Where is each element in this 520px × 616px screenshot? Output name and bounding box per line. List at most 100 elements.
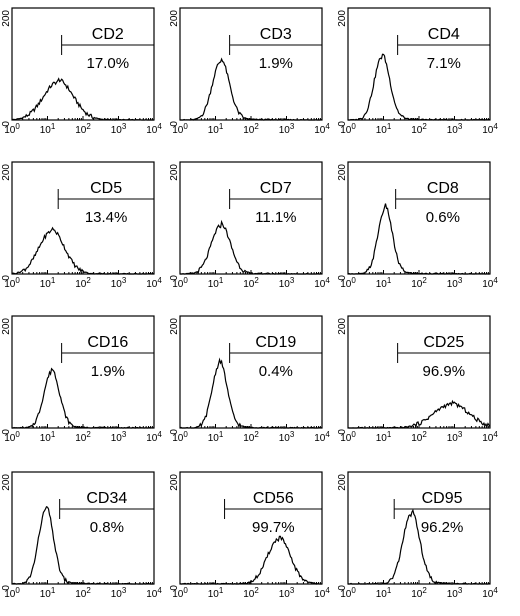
histogram-trace bbox=[12, 367, 155, 429]
x-tick-label: 101 bbox=[208, 586, 224, 600]
x-tick-label: 104 bbox=[482, 276, 498, 290]
y-tick-label: 200 bbox=[337, 164, 348, 181]
marker-label: CD8 bbox=[427, 180, 459, 197]
x-tick-label: 104 bbox=[146, 430, 162, 444]
percent-label: 17.0% bbox=[87, 55, 130, 72]
plot-frame bbox=[11, 315, 155, 429]
x-tick-label: 100 bbox=[172, 430, 188, 444]
x-tick-label: 103 bbox=[447, 122, 463, 136]
plot-frame bbox=[347, 161, 491, 275]
x-tick-label: 103 bbox=[447, 430, 463, 444]
x-tick-label: 102 bbox=[75, 276, 91, 290]
x-tick-label: 102 bbox=[243, 430, 259, 444]
x-tick-label: 104 bbox=[146, 586, 162, 600]
percent-label: 7.1% bbox=[427, 55, 461, 72]
x-tick-label: 101 bbox=[376, 276, 392, 290]
x-tick-label: 101 bbox=[40, 586, 56, 600]
marker-label: CD34 bbox=[86, 490, 127, 507]
x-tick-label: 100 bbox=[172, 586, 188, 600]
plot-frame bbox=[11, 7, 155, 121]
x-tick-label: 104 bbox=[482, 586, 498, 600]
x-tick-label: 103 bbox=[279, 430, 295, 444]
x-tick-label: 104 bbox=[482, 430, 498, 444]
y-tick-label: 0 bbox=[1, 121, 12, 127]
histogram-trace bbox=[347, 399, 491, 429]
x-tick-label: 104 bbox=[314, 430, 330, 444]
y-tick-label: 0 bbox=[1, 275, 12, 281]
marker-label: CD56 bbox=[253, 490, 294, 507]
x-tick-label: 101 bbox=[376, 122, 392, 136]
histogram-trace bbox=[11, 77, 154, 121]
x-tick-label: 102 bbox=[243, 276, 259, 290]
y-tick-label: 0 bbox=[337, 429, 348, 435]
y-tick-label: 200 bbox=[1, 164, 12, 181]
y-tick-label: 200 bbox=[1, 318, 12, 335]
plot-frame bbox=[347, 471, 491, 585]
plot-frame bbox=[179, 471, 323, 585]
y-tick-label: 200 bbox=[337, 474, 348, 491]
x-tick-label: 101 bbox=[40, 276, 56, 290]
y-tick-label: 200 bbox=[337, 10, 348, 27]
x-tick-label: 101 bbox=[208, 430, 224, 444]
marker-label: CD4 bbox=[428, 26, 460, 43]
y-tick-label: 0 bbox=[169, 585, 180, 591]
histogram-trace bbox=[180, 219, 323, 275]
x-tick-label: 102 bbox=[411, 276, 427, 290]
histogram-trace bbox=[11, 226, 155, 275]
marker-label: CD5 bbox=[90, 180, 122, 197]
percent-label: 0.4% bbox=[259, 363, 293, 380]
x-tick-label: 104 bbox=[146, 276, 162, 290]
percent-label: 96.9% bbox=[423, 363, 466, 380]
percent-label: 99.7% bbox=[252, 519, 295, 536]
y-tick-label: 0 bbox=[1, 429, 12, 435]
y-tick-label: 0 bbox=[337, 585, 348, 591]
marker-label: CD25 bbox=[423, 334, 464, 351]
x-tick-label: 102 bbox=[411, 586, 427, 600]
y-tick-label: 0 bbox=[169, 121, 180, 127]
y-tick-label: 0 bbox=[1, 585, 12, 591]
percent-label: 11.1% bbox=[255, 209, 296, 226]
y-tick-label: 200 bbox=[1, 474, 12, 491]
x-tick-label: 104 bbox=[314, 586, 330, 600]
marker-label: CD2 bbox=[92, 26, 124, 43]
x-tick-label: 102 bbox=[411, 122, 427, 136]
histogram-trace bbox=[348, 508, 491, 585]
y-tick-label: 0 bbox=[337, 275, 348, 281]
y-tick-label: 200 bbox=[1, 10, 12, 27]
x-tick-label: 100 bbox=[4, 122, 20, 136]
plot-frame bbox=[179, 315, 323, 429]
x-tick-label: 103 bbox=[111, 122, 127, 136]
percent-label: 0.6% bbox=[426, 209, 460, 226]
percent-label: 13.4% bbox=[85, 209, 128, 226]
histogram-trace bbox=[180, 57, 323, 121]
marker-label: CD19 bbox=[255, 334, 296, 351]
plot-frame bbox=[179, 161, 323, 275]
y-tick-label: 0 bbox=[169, 275, 180, 281]
x-tick-label: 103 bbox=[279, 122, 295, 136]
marker-label: CD7 bbox=[260, 180, 292, 197]
x-tick-label: 102 bbox=[75, 586, 91, 600]
x-tick-label: 100 bbox=[4, 430, 20, 444]
x-tick-label: 100 bbox=[172, 276, 188, 290]
x-tick-label: 101 bbox=[376, 586, 392, 600]
marker-label: CD16 bbox=[87, 334, 128, 351]
x-tick-label: 102 bbox=[243, 122, 259, 136]
plot-frame bbox=[179, 7, 323, 121]
y-tick-label: 0 bbox=[169, 429, 180, 435]
x-tick-label: 100 bbox=[340, 586, 356, 600]
x-tick-label: 101 bbox=[376, 430, 392, 444]
x-tick-label: 100 bbox=[340, 122, 356, 136]
x-tick-label: 102 bbox=[243, 586, 259, 600]
plot-frame bbox=[347, 315, 491, 429]
x-tick-label: 100 bbox=[340, 430, 356, 444]
